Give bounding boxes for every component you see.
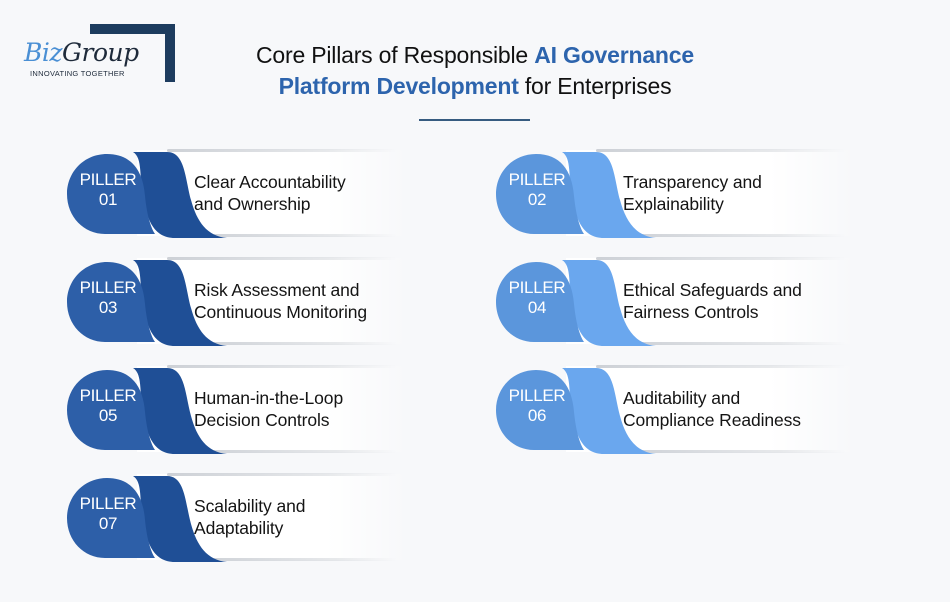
card-shadow-bottom [626,342,846,345]
card-shadow-bottom [197,342,397,345]
card-shadow-top [167,257,397,260]
pillar-card-06: PILLER 06 Auditability and Compliance Re… [496,364,856,456]
pillar-title-line-2: Adaptability [194,518,284,538]
pillar-badge-wave-icon [496,152,656,238]
title-plain-1: Core Pillars of Responsible [256,42,535,68]
badge-number: 04 [527,298,547,317]
badge-word: PILLER [508,278,566,297]
pillar-badge-label: PILLER 06 [500,386,574,426]
bizgroup-logo: BizGroup INNOVATING TOGETHER [20,24,175,84]
pillar-title-line-1: Scalability and [194,496,306,516]
title-accent-1: AI Governance [534,42,694,68]
title-line-2: Platform Development for Enterprises [0,71,950,102]
pillar-badge-wave-icon [67,476,227,562]
pillar-card-01: PILLER 01 Clear Accountability and Owner… [67,148,407,240]
card-shadow-bottom [197,450,397,453]
pillar-title: Ethical Safeguards and Fairness Controls [623,279,802,323]
card-shadow-top [596,257,846,260]
pillar-title-line-1: Risk Assessment and [194,280,360,300]
badge-word: PILLER [508,170,566,189]
logo-wordmark-biz: Biz [24,38,63,67]
pillar-title-line-1: Auditability and [623,388,741,408]
pillar-card-04: PILLER 04 Ethical Safeguards and Fairnes… [496,256,856,348]
pillar-badge-wave-icon [67,260,227,346]
logo-wordmark: BizGroup [24,38,139,67]
pillar-title-line-1: Clear Accountability [194,172,346,192]
logo-wordmark-group: Group [62,38,139,67]
pillar-card-03: PILLER 03 Risk Assessment and Continuous… [67,256,407,348]
badge-word: PILLER [79,170,137,189]
pillar-title: Auditability and Compliance Readiness [623,387,801,431]
pillar-title-line-1: Human-in-the-Loop [194,388,344,408]
title-plain-2: for Enterprises [518,73,672,99]
badge-word: PILLER [79,386,137,405]
pillar-badge-label: PILLER 04 [500,278,574,318]
pillar-badge-wave-icon [67,368,227,454]
pillar-title-line-1: Transparency and [623,172,762,192]
page-title: Core Pillars of Responsible AI Governanc… [0,40,950,102]
card-shadow-bottom [197,558,397,561]
pillar-title-line-2: Continuous Monitoring [194,302,368,322]
badge-word: PILLER [508,386,566,405]
pillar-title-line-2: Decision Controls [194,410,330,430]
pillar-title-line-1: Ethical Safeguards and [623,280,802,300]
pillar-card-05: PILLER 05 Human-in-the-Loop Decision Con… [67,364,407,456]
pillar-card-02: PILLER 02 Transparency and Explainabilit… [496,148,856,240]
logo-frame-shape [90,24,175,82]
badge-number: 01 [98,190,118,209]
card-shadow-top [167,149,397,152]
badge-number: 05 [98,406,118,425]
card-shadow-top [167,473,397,476]
pillar-card-07: PILLER 07 Scalability and Adaptability [67,472,407,564]
pillar-badge-label: PILLER 01 [71,170,145,210]
badge-number: 03 [98,298,118,317]
pillar-title-line-2: Compliance Readiness [623,410,801,430]
pillar-badge-label: PILLER 07 [71,494,145,534]
title-accent-2: Platform Development [278,73,519,99]
pillar-badge-label: PILLER 03 [71,278,145,318]
pillar-title: Clear Accountability and Ownership [194,171,346,215]
card-shadow-bottom [197,234,397,237]
card-shadow-top [167,365,397,368]
pillar-badge-wave-icon [67,152,227,238]
badge-number: 06 [527,406,547,425]
title-underline-divider [419,119,530,121]
pillar-title: Human-in-the-Loop Decision Controls [194,387,343,431]
pillar-badge-label: PILLER 02 [500,170,574,210]
badge-word: PILLER [79,278,137,297]
pillar-title-line-2: and Ownership [194,194,311,214]
pillar-badge-wave-icon [496,368,656,454]
logo-tagline: INNOVATING TOGETHER [30,69,125,78]
badge-word: PILLER [79,494,137,513]
card-shadow-top [596,149,846,152]
pillar-badge-wave-icon [496,260,656,346]
card-shadow-bottom [626,450,846,453]
pillar-title: Transparency and Explainability [623,171,762,215]
pillar-title-line-2: Explainability [623,194,724,214]
pillar-title-line-2: Fairness Controls [623,302,759,322]
card-shadow-bottom [626,234,846,237]
card-shadow-top [596,365,846,368]
pillar-title: Scalability and Adaptability [194,495,305,539]
badge-number: 07 [98,514,118,533]
title-line-1: Core Pillars of Responsible AI Governanc… [0,40,950,71]
pillar-badge-label: PILLER 05 [71,386,145,426]
badge-number: 02 [527,190,547,209]
pillar-title: Risk Assessment and Continuous Monitorin… [194,279,367,323]
